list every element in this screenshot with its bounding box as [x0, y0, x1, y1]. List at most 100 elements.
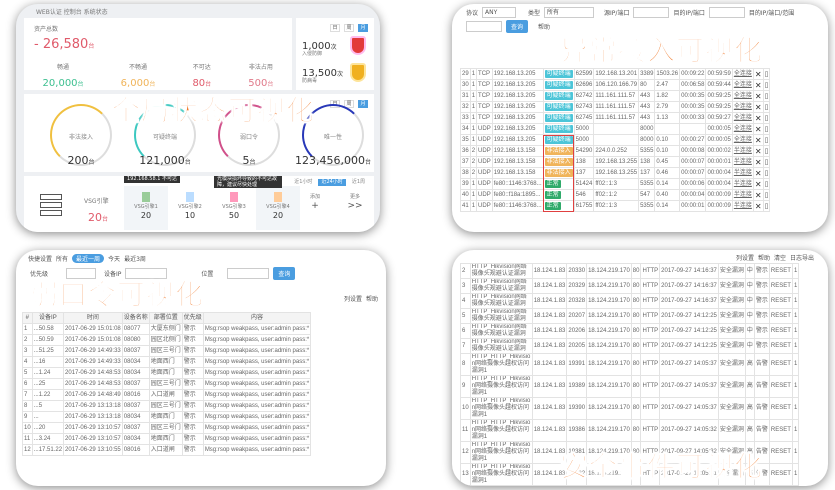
cell: 中: [744, 308, 755, 324]
disconnect-icon[interactable]: ✕: [752, 200, 764, 212]
quick-filter-2[interactable]: 今天: [108, 256, 121, 263]
src-input[interactable]: [633, 7, 670, 18]
type-badge: 可疑终端: [544, 102, 573, 111]
disconnect-icon[interactable]: ✕: [752, 123, 764, 135]
delete-icon[interactable]: ▯: [762, 156, 771, 168]
disconnect-icon[interactable]: ✕: [752, 167, 764, 179]
cell: UDP: [476, 189, 493, 201]
add-engine-button[interactable]: 添加 +: [300, 194, 330, 212]
engine-item-0[interactable]: VSG引擎1 20: [124, 186, 168, 230]
cell: 园区三号门: [148, 345, 183, 357]
search-button[interactable]: 查询: [273, 267, 296, 280]
cell: 111.161.111.57: [593, 112, 640, 124]
cell: 全连接: [731, 90, 754, 102]
disconnect-icon[interactable]: ✕: [752, 79, 764, 91]
delete-icon[interactable]: ▯: [762, 200, 771, 212]
engine-icon: [142, 192, 150, 202]
column-header[interactable]: 设备IP: [31, 312, 65, 324]
period-button-1[interactable]: 周: [344, 24, 354, 32]
column-settings-button[interactable]: 列设置: [735, 255, 754, 262]
protocol-select[interactable]: ANY: [482, 7, 517, 18]
cell: 警示: [181, 433, 204, 445]
delete-icon[interactable]: ▯: [762, 123, 771, 135]
src-label: 源IP/端口: [604, 10, 630, 17]
column-settings-button[interactable]: 列设置: [343, 296, 362, 303]
cell: 2017-09-27 14:16:37: [659, 278, 719, 294]
engine-tab-1[interactable]: 近24小时: [318, 179, 346, 186]
quick-filter-1[interactable]: 最近一周: [72, 254, 105, 263]
cell: ...: [31, 411, 65, 423]
cell: 中: [744, 338, 755, 354]
column-header[interactable]: 时间: [63, 312, 123, 324]
engine-item-2[interactable]: VSG引擎3 50: [212, 186, 256, 230]
dst-input[interactable]: [708, 7, 745, 18]
disconnect-icon[interactable]: ✕: [752, 112, 764, 124]
delete-icon[interactable]: ▯: [762, 167, 771, 179]
delete-icon[interactable]: ▯: [762, 101, 771, 113]
table-row: 4 ...16 2017-06-29 14:49:33 08034 地面西门 警示 Msg:…: [22, 356, 312, 368]
ip-input[interactable]: [125, 268, 168, 279]
period-button-0[interactable]: 日: [330, 24, 340, 32]
range-input[interactable]: [466, 21, 502, 32]
cell: 1: [791, 419, 800, 442]
cell: 00:00:35: [679, 101, 707, 113]
clear-button[interactable]: 清空: [773, 255, 786, 262]
engine-tab-0[interactable]: 近1小时: [294, 179, 313, 185]
table-row: 6 HTTP_Hikvision网络摄像头规避认证漏洞 18.124.1.83 202…: [460, 323, 800, 339]
cell: 2017-06-29 13:10:55: [63, 444, 123, 456]
column-header[interactable]: 优先级: [181, 312, 204, 324]
delete-icon[interactable]: ▯: [762, 145, 771, 157]
delete-icon[interactable]: ▯: [762, 178, 771, 190]
disconnect-icon[interactable]: ✕: [752, 189, 764, 201]
cell: 33: [460, 112, 471, 124]
column-header[interactable]: 设备名称: [121, 312, 150, 324]
more-engines-button[interactable]: 更多 >>: [340, 194, 370, 212]
cell: 08034: [121, 367, 150, 379]
cell: HTTP_HTTP_Hikvision网络摄像头越权访问漏洞1: [469, 353, 533, 376]
engine-count: 20: [140, 211, 152, 220]
export-button[interactable]: 日志导出: [789, 255, 814, 262]
delete-icon[interactable]: ▯: [762, 79, 771, 91]
delete-icon[interactable]: ▯: [762, 90, 771, 102]
priority-select[interactable]: [66, 268, 97, 279]
location-input[interactable]: [227, 268, 270, 279]
help-button[interactable]: 帮助: [757, 255, 770, 262]
quick-filter-0[interactable]: 所有: [56, 256, 69, 263]
disconnect-icon[interactable]: ✕: [752, 90, 764, 102]
cell: 11: [22, 433, 33, 445]
asset-stat-label: 非法占用: [248, 64, 273, 71]
cell: Msg:rsop weakpass, user:admin pass:*: [202, 334, 312, 346]
help-button[interactable]: 帮助: [538, 24, 551, 31]
disconnect-icon[interactable]: ✕: [752, 68, 764, 80]
cell: 警示: [181, 345, 204, 357]
cell: 18.124.219.170: [586, 338, 632, 354]
cell: 警示: [753, 308, 770, 324]
disconnect-icon[interactable]: ✕: [752, 145, 764, 157]
period-button-2[interactable]: 月: [358, 100, 368, 108]
gauge-2: 弱口令: [218, 104, 280, 166]
engine-item-3[interactable]: VSG引擎4 20: [256, 186, 300, 230]
engine-tab-2[interactable]: 近1周: [351, 179, 365, 185]
column-header[interactable]: 内容: [202, 312, 312, 324]
type-select[interactable]: 所有: [544, 7, 595, 18]
period-button-2[interactable]: 月: [358, 24, 368, 32]
cell: 安全漏洞: [717, 485, 746, 486]
table-row: 33 1 TCP 192.168.13.205 可疑终端 62745 111.161.111…: [460, 112, 771, 124]
quick-filter-3[interactable]: 最近3周: [124, 256, 146, 263]
column-header[interactable]: 部署位置: [148, 312, 183, 324]
engine-item-1[interactable]: VSG引擎2 10: [168, 186, 212, 230]
disconnect-icon[interactable]: ✕: [752, 101, 764, 113]
disconnect-icon[interactable]: ✕: [752, 134, 764, 146]
ip-label: 设备IP: [104, 271, 122, 278]
help-button[interactable]: 帮助: [365, 296, 378, 303]
delete-icon[interactable]: ▯: [762, 68, 771, 80]
disconnect-icon[interactable]: ✕: [752, 178, 764, 190]
column-header[interactable]: #: [22, 312, 33, 324]
search-button[interactable]: 查询: [506, 20, 529, 33]
disconnect-icon[interactable]: ✕: [752, 156, 764, 168]
delete-icon[interactable]: ▯: [762, 112, 771, 124]
cell: 安全漏洞: [717, 419, 746, 442]
delete-icon[interactable]: ▯: [762, 189, 771, 201]
delete-icon[interactable]: ▯: [762, 134, 771, 146]
cell: 08016: [121, 389, 150, 401]
